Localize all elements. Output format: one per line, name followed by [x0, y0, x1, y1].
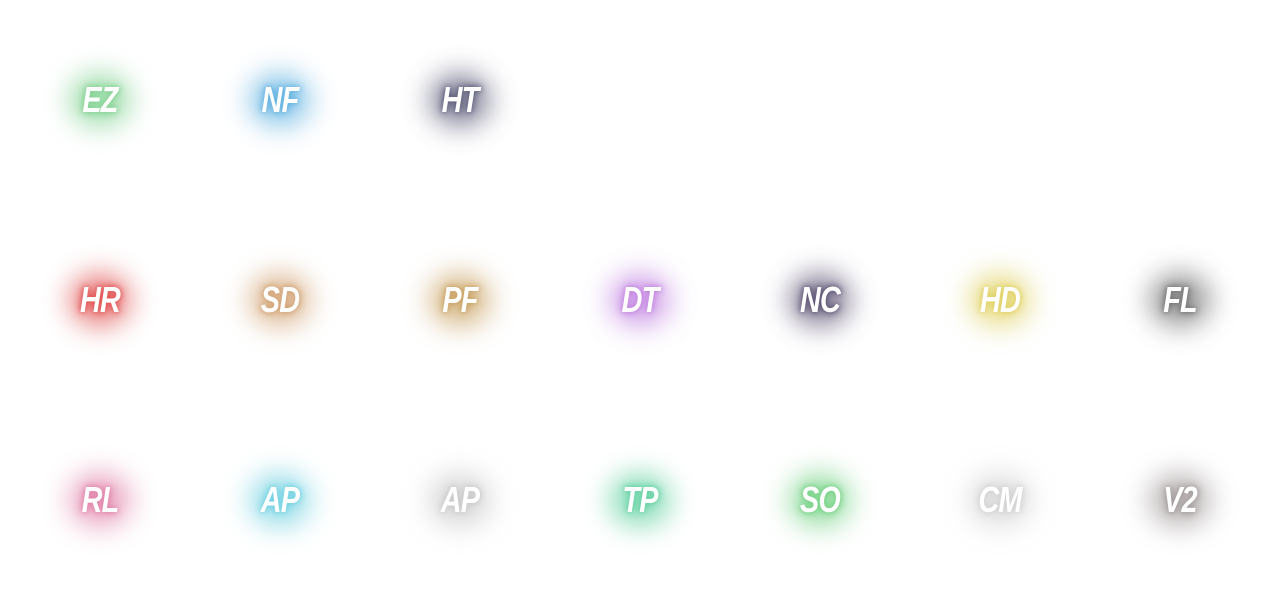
badge-fl[interactable]: FL [1110, 250, 1250, 350]
badge-nc[interactable]: NC [750, 250, 890, 350]
badge-label: NC [800, 279, 841, 320]
badge-label: RL [81, 479, 120, 520]
glow [790, 274, 850, 326]
glow [430, 274, 490, 326]
glow [610, 474, 670, 526]
badge-rl[interactable]: RL [30, 450, 170, 550]
badge-dt[interactable]: DT [570, 250, 710, 350]
badge-ht[interactable]: HT [390, 50, 530, 150]
badge-label: EZ [82, 79, 118, 120]
badge-cm[interactable]: CM [930, 450, 1070, 550]
glow [430, 74, 490, 126]
glow [250, 274, 310, 326]
badge-label: SO [799, 479, 841, 520]
glow [970, 474, 1030, 526]
glow [250, 474, 310, 526]
badge-label: CM [978, 479, 1022, 520]
badge-pf[interactable]: PF [390, 250, 530, 350]
badge-so[interactable]: SO [750, 450, 890, 550]
glow [790, 474, 850, 526]
glow [1150, 274, 1210, 326]
badge-tp[interactable]: TP [570, 450, 710, 550]
badge-ap[interactable]: AP [210, 450, 350, 550]
badge-sd[interactable]: SD [210, 250, 350, 350]
badge-label: HD [980, 279, 1021, 320]
glow [610, 274, 670, 326]
glow [70, 74, 130, 126]
badge-label: FL [1163, 279, 1197, 320]
badge-label: SD [260, 279, 300, 320]
glow [250, 74, 310, 126]
badge-hd[interactable]: HD [930, 250, 1070, 350]
badge-label: HR [80, 279, 121, 320]
badge-label: V2 [1163, 479, 1197, 520]
badge-ez[interactable]: EZ [30, 50, 170, 150]
badge-v2[interactable]: V2 [1110, 450, 1250, 550]
glow [1150, 474, 1210, 526]
badge-label: PF [442, 279, 478, 320]
badge-label: DT [621, 279, 660, 320]
badge-label: AP [440, 479, 480, 520]
badge-nf[interactable]: NF [210, 50, 350, 150]
badge-label: NF [261, 79, 300, 120]
badge-label: TP [622, 479, 658, 520]
badge-label: AP [260, 479, 300, 520]
badge-label: HT [441, 79, 480, 120]
badge-hr[interactable]: HR [30, 250, 170, 350]
glow [70, 274, 130, 326]
badge-ap[interactable]: AP [390, 450, 530, 550]
glow [70, 474, 130, 526]
glow [970, 274, 1030, 326]
glow [430, 474, 490, 526]
